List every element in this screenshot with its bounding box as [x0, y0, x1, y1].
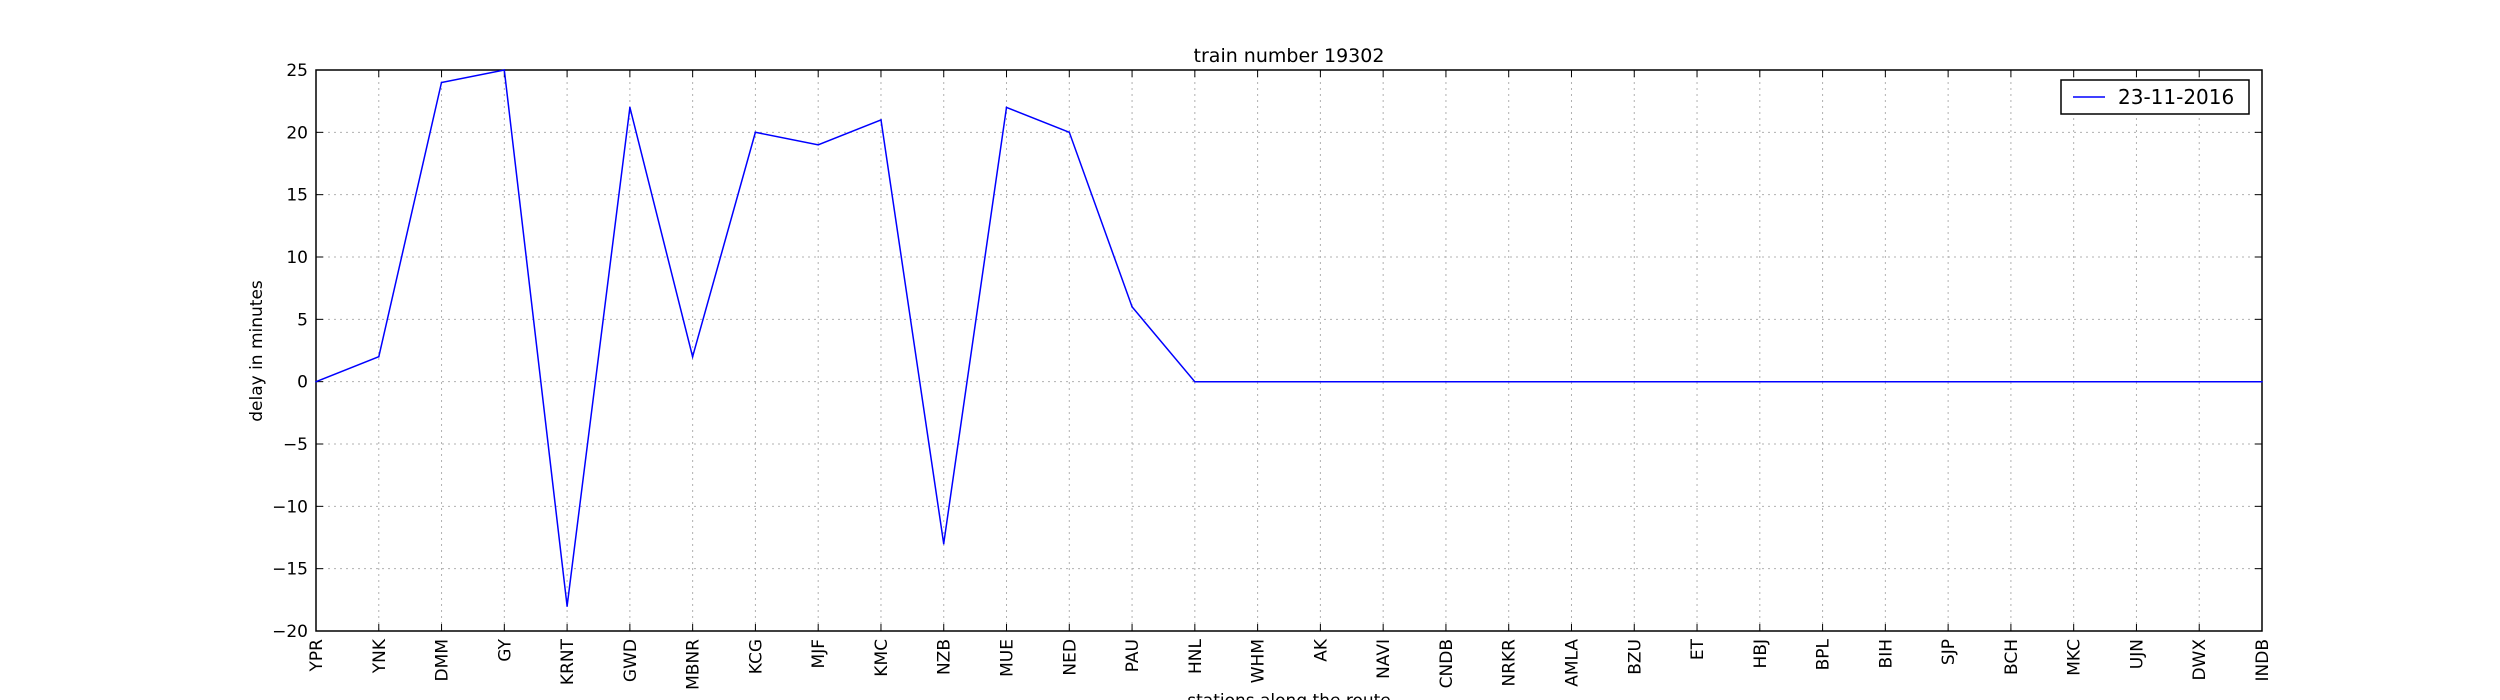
data-point — [1068, 131, 1071, 134]
x-tick-label: BIH — [1876, 639, 1896, 668]
data-point — [2135, 380, 2138, 383]
x-tick-label: GY — [495, 638, 515, 661]
data-point — [2072, 380, 2075, 383]
data-point — [1194, 380, 1196, 383]
y-tick-label: 20 — [286, 123, 308, 143]
legend-label: 23-11-2016 — [2118, 85, 2234, 109]
x-tick-label: BZU — [1625, 639, 1645, 675]
x-tick-label: MBNR — [684, 639, 704, 690]
x-tick-label: AMLA — [1562, 639, 1582, 687]
x-tick-label: ET — [1688, 638, 1708, 660]
data-point — [1131, 306, 1133, 308]
x-tick-label: NED — [1060, 639, 1080, 676]
x-tick-label: KRNT — [558, 638, 578, 685]
data-point — [691, 355, 694, 358]
series-line — [315, 69, 2262, 607]
x-tick-label: SJP — [1939, 639, 1959, 665]
legend-box — [2060, 79, 2250, 115]
data-point — [1696, 380, 1698, 383]
x-tick-label: WHM — [1249, 639, 1269, 683]
x-tick-label: DWX — [2190, 639, 2210, 681]
x-tick-label: DMM — [433, 639, 453, 681]
y-tick-label: 0 — [297, 373, 308, 393]
data-point — [880, 119, 882, 121]
data-point — [1445, 380, 1447, 383]
data-point — [440, 81, 443, 84]
data-point — [1319, 380, 1322, 383]
y-tick-label: −5 — [283, 435, 308, 455]
x-tick-label: GWD — [621, 639, 641, 682]
data-point — [2261, 380, 2263, 383]
x-tick-label: CNDB — [1437, 639, 1457, 688]
data-point — [1005, 106, 1008, 109]
data-point — [566, 605, 568, 607]
y-tick-label: 25 — [286, 61, 308, 81]
x-tick-label: HBJ — [1751, 639, 1771, 668]
x-tick-label: UJN — [2127, 639, 2147, 669]
data-point — [1821, 380, 1824, 383]
data-point — [1507, 380, 1510, 383]
x-tick-label: MJF — [809, 639, 829, 668]
x-tick-label: PAU — [1123, 639, 1143, 672]
x-tick-label: MUE — [998, 639, 1018, 677]
data-point — [377, 355, 380, 358]
data-point — [942, 542, 945, 545]
x-tick-label: NZB — [935, 639, 955, 675]
y-tick-label: 10 — [286, 248, 308, 268]
y-tick-label: −10 — [272, 497, 308, 517]
data-point — [1570, 380, 1573, 383]
chart-title: train number 19302 — [1194, 45, 1385, 67]
data-point — [2198, 380, 2201, 383]
x-tick-label: AK — [1311, 638, 1331, 662]
x-tick-label: INDB — [2253, 639, 2273, 681]
x-tick-label: NAVI — [1374, 639, 1394, 679]
y-tick-label: −20 — [272, 622, 308, 642]
x-tick-label: NRKR — [1500, 639, 1520, 687]
x-tick-label: KMC — [872, 639, 892, 677]
x-tick-label: YNK — [370, 638, 390, 674]
x-tick-label: MKC — [2065, 639, 2085, 676]
x-tick-label: KCG — [746, 639, 766, 674]
data-point — [1256, 380, 1259, 383]
data-point — [1947, 380, 1949, 383]
y-tick-label: 15 — [286, 186, 308, 206]
data-point — [1633, 380, 1636, 383]
x-tick-label: YPR — [307, 639, 327, 673]
legend: 23-11-2016 — [2060, 79, 2250, 115]
x-axis-ticks: YPR YNK DMM GY KRNT GWD MBNR KCG MJF KMC NZB MUE NED… — [307, 70, 2273, 690]
series-layer — [315, 69, 2263, 607]
data-point — [817, 144, 819, 146]
data-point — [315, 380, 317, 383]
x-axis-label: stations along the route — [1187, 691, 1391, 700]
x-tick-label: BCH — [2002, 639, 2022, 675]
data-point — [1382, 380, 1384, 383]
data-point — [1759, 380, 1761, 383]
y-axis-label: delay in minutes — [247, 280, 267, 422]
data-point — [754, 131, 757, 134]
data-point — [2010, 380, 2012, 383]
x-tick-label: HNL — [1186, 638, 1206, 674]
data-point — [629, 106, 631, 109]
x-tick-label: BPL — [1814, 638, 1834, 670]
plot-area-frame — [315, 69, 2263, 632]
grid — [316, 70, 2262, 631]
data-point — [1884, 380, 1887, 383]
y-tick-label: −15 — [272, 560, 308, 580]
y-tick-label: 5 — [297, 310, 308, 330]
data-point — [503, 69, 506, 71]
y-axis-ticks: −20 −15 −10 −5 0 5 10 15 20 25 — [272, 61, 2262, 642]
